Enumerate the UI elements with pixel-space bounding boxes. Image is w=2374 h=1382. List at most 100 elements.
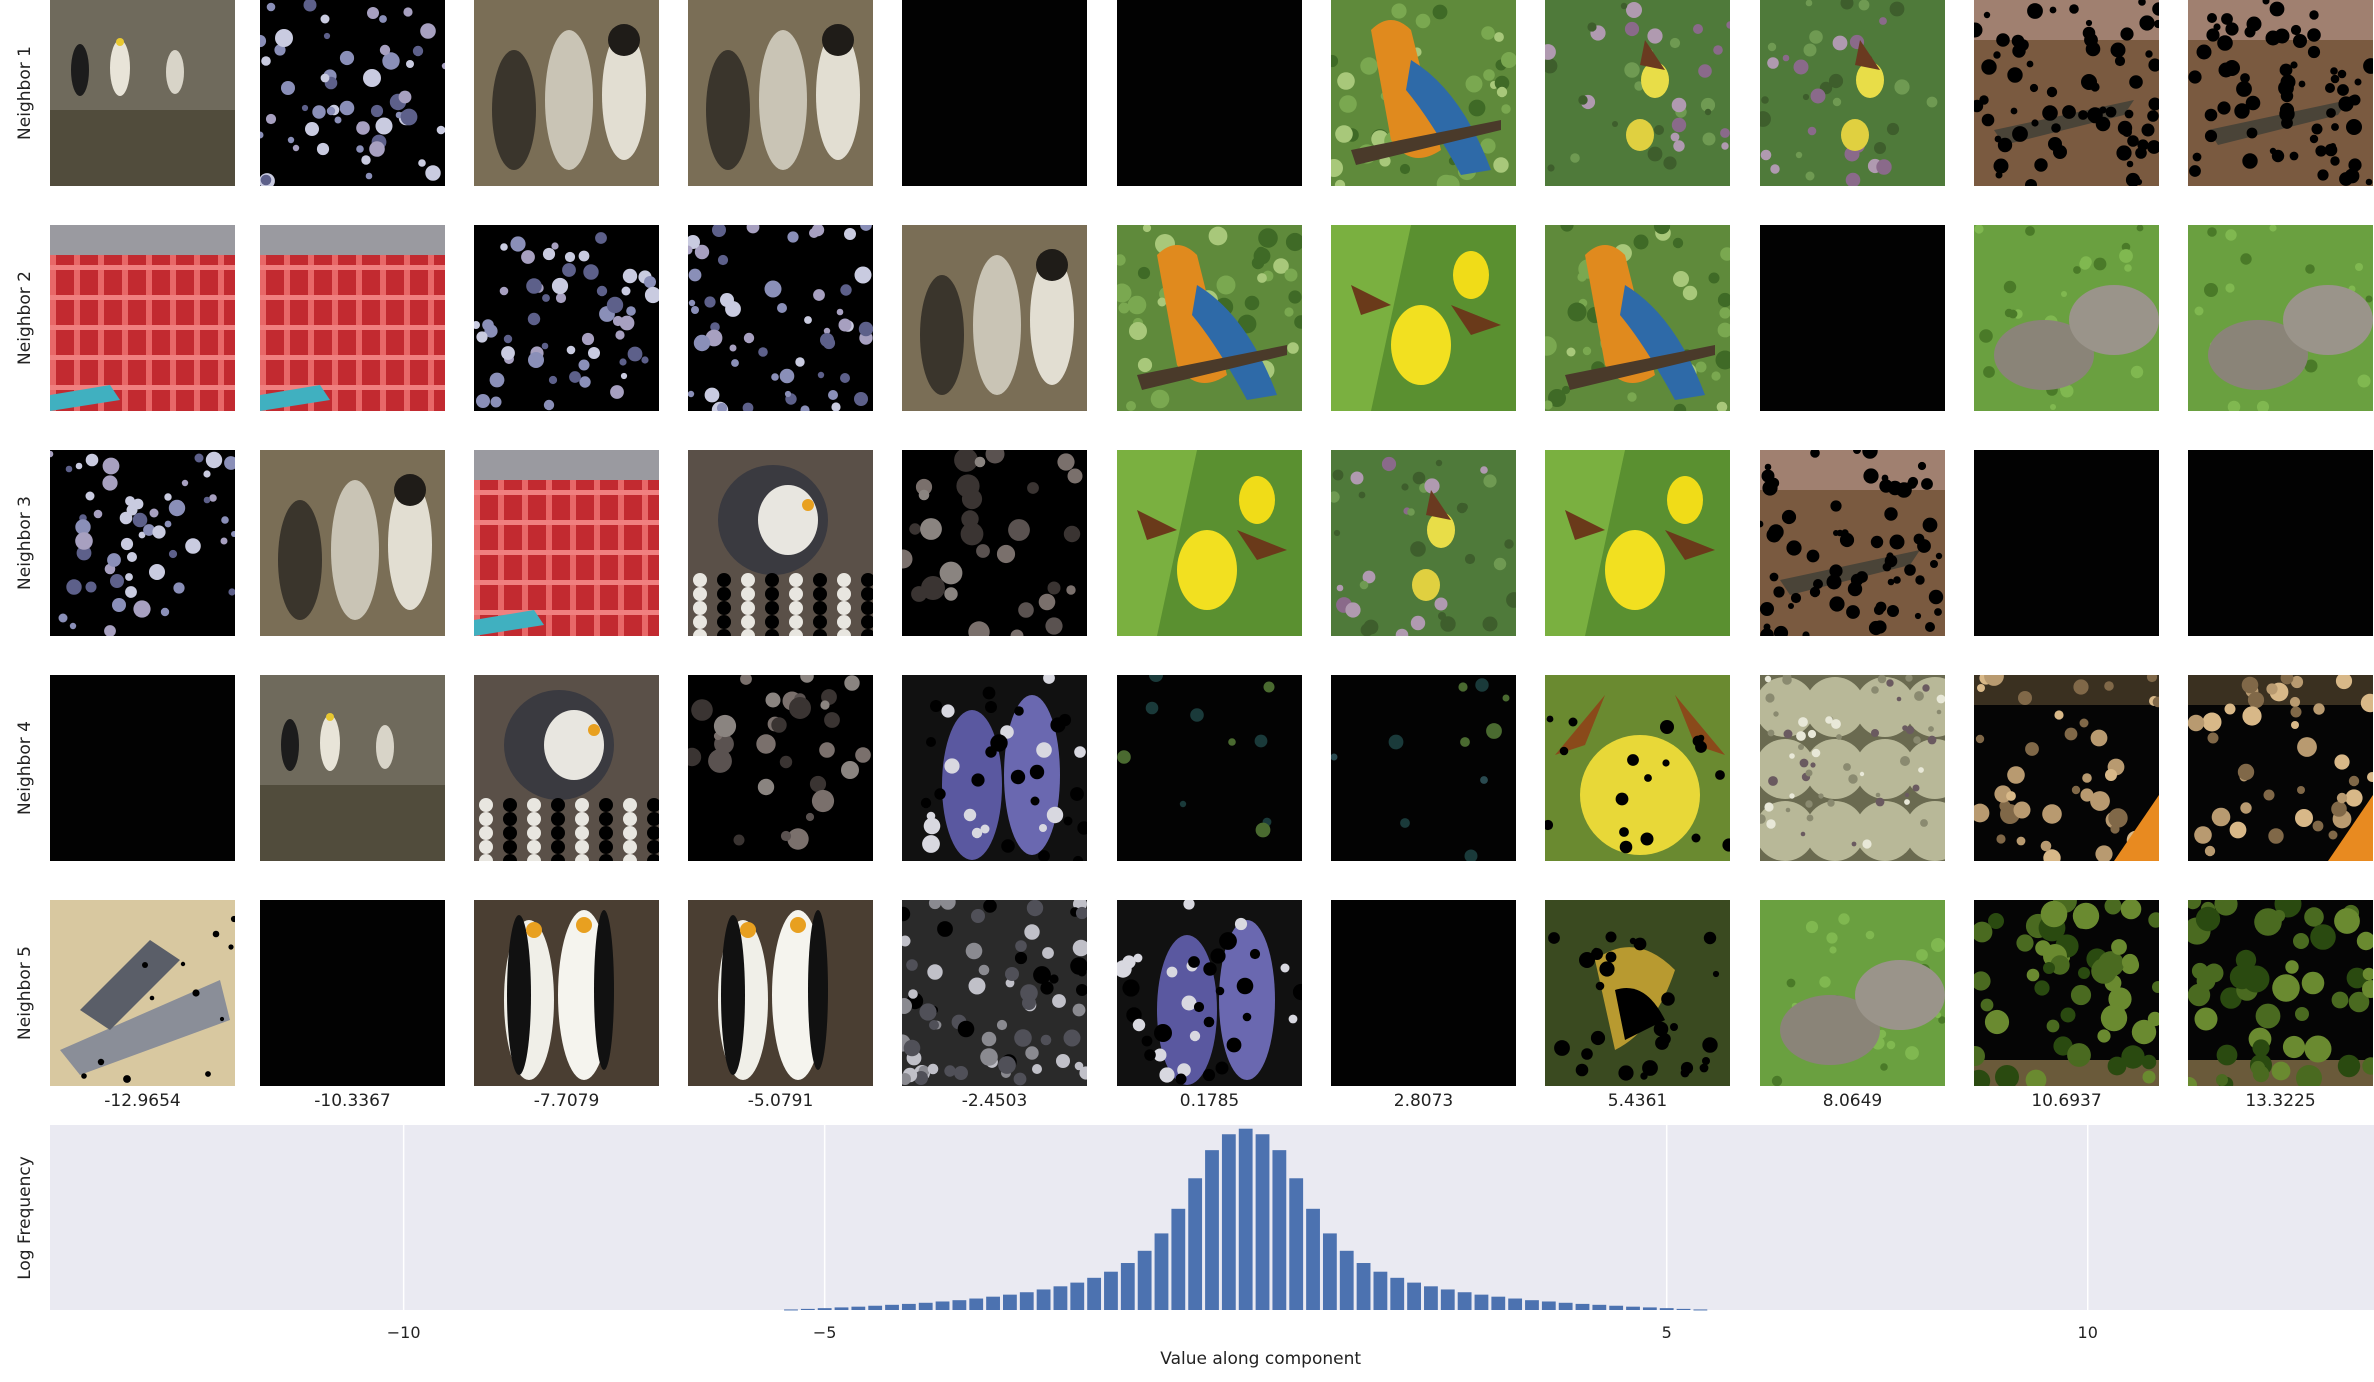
column-value-label: 13.3225 — [2188, 1091, 2373, 1111]
neighbor-image-tile — [1760, 675, 1945, 861]
tile-image — [902, 450, 1087, 636]
neighbor-image-tile — [474, 675, 659, 861]
neighbor-image-tile — [1545, 0, 1730, 186]
tile-image — [1117, 900, 1302, 1086]
tile-image — [474, 900, 659, 1086]
row-label-neighbor-1: Neighbor 1 — [0, 0, 50, 186]
column-value-label: 5.4361 — [1545, 1091, 1730, 1111]
tile-image — [1331, 900, 1516, 1086]
tile-image — [50, 675, 235, 861]
neighbor-image-tile — [688, 450, 873, 636]
neighbor-image-tile — [688, 675, 873, 861]
neighbor-image-tile — [50, 0, 235, 186]
tile-image — [1117, 450, 1302, 636]
tile-image — [2188, 900, 2373, 1086]
histogram-bar — [1121, 1263, 1135, 1310]
histogram-bar — [1693, 1309, 1707, 1310]
histogram-bar — [1155, 1233, 1169, 1310]
neighbor-image-tile — [1545, 675, 1730, 861]
histogram-bar — [1508, 1299, 1522, 1310]
x-tick-label: 10 — [2078, 1323, 2098, 1342]
histogram-bar — [1340, 1251, 1354, 1310]
neighbor-image-tile — [1974, 450, 2159, 636]
tile-image — [1545, 900, 1730, 1086]
histogram-bar — [1441, 1289, 1455, 1310]
histogram-bar — [1576, 1304, 1590, 1310]
tile-image — [1760, 450, 1945, 636]
neighbor-image-tile — [902, 0, 1087, 186]
column-value-label: 2.8073 — [1331, 1091, 1516, 1111]
row-label-neighbor-3: Neighbor 3 — [0, 450, 50, 636]
neighbor-image-tile — [1545, 225, 1730, 411]
neighbor-image-tile — [1331, 0, 1516, 186]
tile-image — [1117, 225, 1302, 411]
tile-image — [1760, 225, 1945, 411]
tile-image — [474, 675, 659, 861]
neighbor-image-tile — [1760, 450, 1945, 636]
histogram-bar — [919, 1303, 933, 1310]
histogram-bar — [1458, 1292, 1472, 1310]
tile-image — [1974, 225, 2159, 411]
x-tick-label: −5 — [813, 1323, 837, 1342]
histogram-bar — [1037, 1289, 1051, 1310]
tile-image — [688, 675, 873, 861]
histogram-bar — [1559, 1303, 1573, 1310]
tile-image — [474, 450, 659, 636]
neighbor-image-tile — [902, 900, 1087, 1086]
histogram-bar — [801, 1309, 815, 1310]
neighbor-image-tile — [1760, 0, 1945, 186]
tile-image — [688, 450, 873, 636]
neighbor-image-tile — [1117, 225, 1302, 411]
histogram-bar — [1020, 1292, 1034, 1310]
tile-image — [902, 900, 1087, 1086]
tile-image — [1974, 450, 2159, 636]
tile-image — [1117, 675, 1302, 861]
tile-image — [1760, 675, 1945, 861]
tile-image — [688, 225, 873, 411]
histogram-bar — [1138, 1251, 1152, 1310]
histogram-bar — [1239, 1129, 1253, 1310]
tile-image — [2188, 225, 2373, 411]
column-value-label: 8.0649 — [1760, 1091, 1945, 1111]
neighbor-image-tile — [1974, 675, 2159, 861]
neighbor-image-tile — [1117, 0, 1302, 186]
histogram-bar — [952, 1300, 966, 1310]
neighbor-image-tile — [688, 225, 873, 411]
histogram-bar — [1475, 1295, 1489, 1310]
tile-image — [1545, 450, 1730, 636]
neighbor-image-tile — [260, 450, 445, 636]
histogram-bar — [1087, 1278, 1101, 1310]
histogram-bar — [902, 1304, 916, 1310]
histogram-bar — [1289, 1178, 1303, 1310]
histogram-bar — [851, 1307, 865, 1310]
tile-image — [1760, 0, 1945, 186]
column-value-label: -5.0791 — [688, 1091, 873, 1111]
histogram-bar — [1070, 1283, 1084, 1310]
row-label-neighbor-4: Neighbor 4 — [0, 675, 50, 861]
neighbor-image-tile — [260, 900, 445, 1086]
tile-image — [902, 675, 1087, 861]
tile-image — [688, 900, 873, 1086]
histogram-bar — [936, 1301, 950, 1310]
histogram-bar — [868, 1306, 882, 1310]
tile-image — [1545, 0, 1730, 186]
tile-image — [2188, 0, 2373, 186]
histogram-bar — [1104, 1272, 1118, 1310]
tile-image — [1117, 0, 1302, 186]
neighbor-image-tile — [1331, 225, 1516, 411]
tile-image — [1331, 0, 1516, 186]
neighbor-image-tile — [2188, 0, 2373, 186]
histogram-bar — [1491, 1297, 1505, 1310]
tile-image — [474, 0, 659, 186]
neighbor-image-tile — [260, 675, 445, 861]
tile-image — [2188, 450, 2373, 636]
histogram-bar — [784, 1309, 798, 1310]
neighbor-image-tile — [1545, 900, 1730, 1086]
neighbor-image-tile — [1760, 900, 1945, 1086]
neighbor-image-tile — [688, 900, 873, 1086]
histogram-bar — [1256, 1134, 1270, 1310]
histogram-bar — [1390, 1278, 1404, 1310]
neighbor-image-tile — [2188, 225, 2373, 411]
column-value-label: -7.7079 — [474, 1091, 659, 1111]
histogram-bar — [1205, 1150, 1219, 1310]
